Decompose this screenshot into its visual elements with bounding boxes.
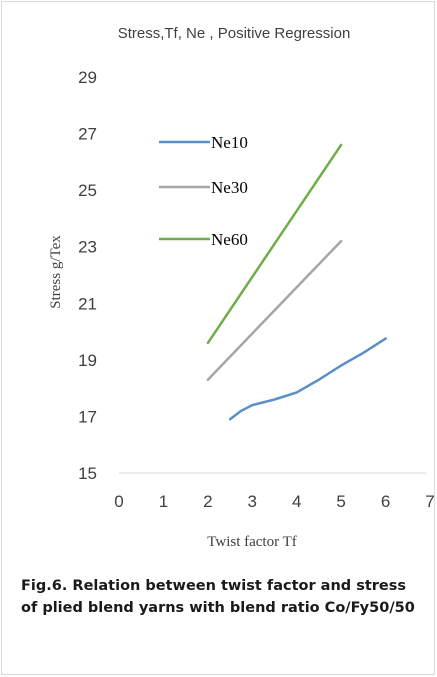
y-tick-label: 25 [78, 181, 97, 200]
y-tick-label: 17 [78, 407, 97, 426]
x-tick-label: 1 [159, 492, 168, 511]
y-axis: 15 17 19 21 23 25 27 29 [78, 68, 97, 483]
legend-label-ne60: Ne60 [211, 230, 248, 249]
y-tick-label: 27 [78, 125, 97, 144]
y-tick-label: 29 [78, 68, 97, 87]
legend-label-ne10: Ne10 [211, 133, 248, 152]
x-tick-label: 5 [336, 492, 345, 511]
chart-title: Stress,Tf, Ne , Positive Regression [118, 25, 351, 42]
x-tick-label: 4 [292, 492, 301, 511]
figure-caption: Fig.6. Relation between twist factor and… [21, 578, 415, 616]
x-tick-label: 0 [114, 492, 123, 511]
line-chart: Stress,Tf, Ne , Positive Regression 1517… [48, 25, 435, 550]
x-tick-label: 6 [381, 492, 390, 511]
x-axis-label: Twist factor Tf [207, 534, 296, 550]
x-tick-label: 3 [248, 492, 257, 511]
series-line-ne30 [206, 239, 343, 381]
x-tick-label: 7 [425, 492, 434, 511]
series-line-ne60 [206, 143, 343, 345]
y-tick-label: 15 [78, 464, 97, 483]
y-axis-label: Stress g/Tex [48, 235, 64, 309]
y-tick-label: 21 [78, 294, 97, 313]
y-tick-label: 23 [78, 238, 97, 257]
x-axis: 0 1 2 3 4 5 6 7 [114, 492, 434, 511]
series-lines [206, 143, 387, 421]
x-tick-label: 2 [203, 492, 212, 511]
series-line-ne10 [228, 337, 387, 421]
legend-label-ne30: Ne30 [211, 178, 248, 197]
legend: Ne10 Ne30 Ne60 [159, 133, 248, 249]
y-tick-label: 19 [78, 351, 97, 370]
